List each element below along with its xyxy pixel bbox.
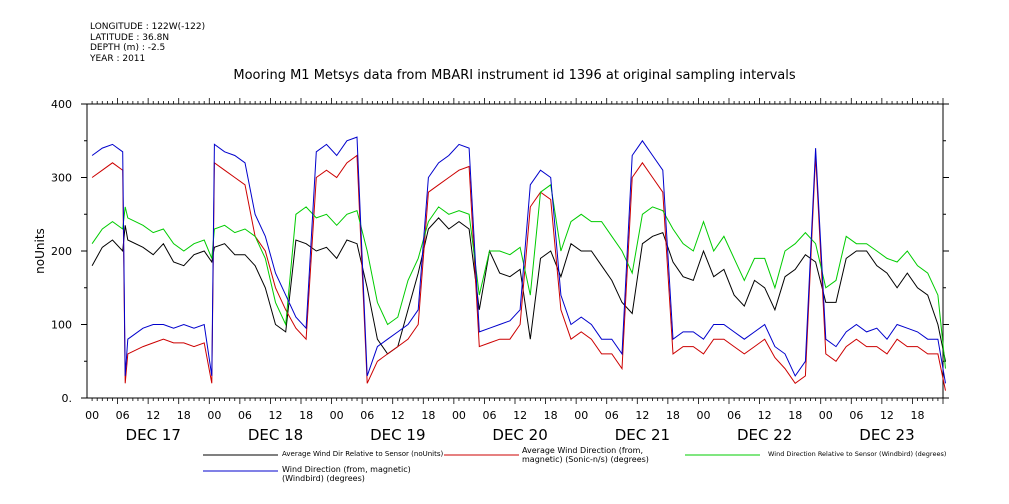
- series-line-1: [91, 154, 946, 391]
- x-day-label: DEC 20: [492, 426, 547, 444]
- x-tick-label: 06: [360, 409, 374, 422]
- x-tick-label: 00: [574, 409, 588, 422]
- x-tick-label: 12: [758, 409, 772, 422]
- x-tick-label: 12: [391, 409, 405, 422]
- x-tick-label: 06: [483, 409, 497, 422]
- x-day-label: DEC 19: [370, 426, 425, 444]
- depth-label: DEPTH (m) : -2.5: [90, 43, 166, 53]
- y-tick-label: 200: [51, 245, 72, 258]
- x-day-label: DEC 22: [737, 426, 792, 444]
- chart-series-layer: [91, 136, 946, 391]
- x-tick-label: 06: [727, 409, 741, 422]
- series-line-2: [91, 183, 946, 369]
- x-tick-label: 12: [269, 409, 283, 422]
- chart-axes: 0. 100 200 300 400 noUnits 00 06 12 18 00 06 12 18 00 0…: [33, 98, 949, 444]
- year-label: YEAR : 2011: [90, 53, 146, 64]
- legend-swatches: [203, 454, 760, 472]
- y-tick-label: 400: [51, 98, 72, 111]
- x-tick-label: 18: [421, 409, 435, 422]
- longitude-label: LONGITUDE : 122W(-122): [90, 22, 206, 32]
- x-tick-label: 12: [880, 409, 894, 422]
- y-tick-label: 300: [51, 172, 72, 185]
- series-line-3: [91, 136, 946, 384]
- x-tick-label: 18: [788, 409, 802, 422]
- x-tick-label: 00: [330, 409, 344, 422]
- y-axis-label: noUnits: [33, 228, 47, 274]
- x-tick-label: 12: [513, 409, 527, 422]
- x-tick-label: 06: [238, 409, 252, 422]
- x-tick-label: 06: [605, 409, 619, 422]
- chart-title: Mooring M1 Metsys data from MBARI instru…: [233, 68, 796, 83]
- legend-label-black: Average Wind Dir Relative to Sensor (noU…: [282, 450, 444, 458]
- legend-label-red: Average Wind Direction (from, magnetic) …: [522, 446, 649, 464]
- x-tick-label: 18: [911, 409, 925, 422]
- x-tick-label: 00: [697, 409, 711, 422]
- x-tick-label: 12: [146, 409, 160, 422]
- x-day-label: DEC 17: [126, 426, 181, 444]
- x-tick-label: 00: [207, 409, 221, 422]
- x-tick-label: 18: [177, 409, 191, 422]
- legend-label-green: Wind Direction Relative to Sensor (Windb…: [768, 450, 947, 458]
- x-tick-label: 00: [819, 409, 833, 422]
- x-day-label: DEC 18: [248, 426, 303, 444]
- x-tick-label: 18: [666, 409, 680, 422]
- x-day-label: DEC 23: [859, 426, 914, 444]
- x-tick-label: 06: [849, 409, 863, 422]
- x-tick-label: 00: [85, 409, 99, 422]
- latitude-label: LATITUDE : 36.8N: [90, 32, 170, 43]
- x-tick-label: 00: [452, 409, 466, 422]
- metadata-block: LONGITUDE : 122W(-122) LATITUDE : 36.8N …: [90, 22, 205, 64]
- series-line-0: [91, 217, 946, 362]
- x-day-label: DEC 21: [615, 426, 670, 444]
- y-tick-label: 0.: [62, 392, 73, 405]
- legend-label-blue: Wind Direction (from, magnetic) (Windbir…: [282, 465, 411, 483]
- x-tick-label: 18: [299, 409, 313, 422]
- x-tick-label: 12: [635, 409, 649, 422]
- y-tick-label: 100: [51, 319, 72, 332]
- x-tick-label: 18: [544, 409, 558, 422]
- x-tick-label: 06: [116, 409, 130, 422]
